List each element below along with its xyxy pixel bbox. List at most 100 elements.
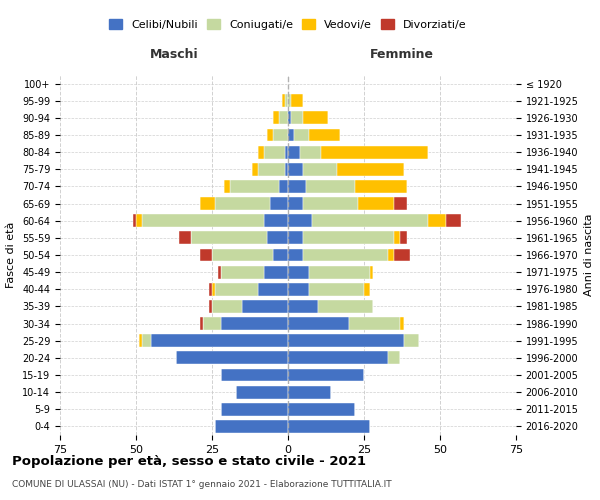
Bar (388, 248, 394, 262)
Bar (215, 197, 270, 210)
Bar (212, 283, 215, 296)
Bar (288, 386, 331, 398)
Bar (251, 163, 257, 175)
Bar (294, 128, 309, 141)
Bar (209, 283, 212, 296)
Bar (288, 94, 291, 107)
Bar (263, 214, 288, 227)
Bar (176, 352, 288, 364)
Bar (288, 146, 300, 158)
Bar (288, 420, 370, 433)
Bar (404, 334, 419, 347)
Y-axis label: Anni di nascita: Anni di nascita (584, 214, 594, 296)
Bar (218, 266, 221, 278)
Bar (309, 283, 364, 296)
Bar (288, 368, 364, 382)
Bar (257, 163, 285, 175)
Bar (282, 94, 285, 107)
Bar (236, 386, 288, 398)
Bar (288, 128, 294, 141)
Bar (394, 248, 410, 262)
Bar (279, 112, 288, 124)
Bar (319, 300, 373, 313)
Bar (309, 266, 370, 278)
Bar (288, 300, 319, 313)
Bar (242, 300, 288, 313)
Bar (203, 317, 221, 330)
Legend: Celibi/Nubili, Coniugati/e, Vedovi/e, Divorziati/e: Celibi/Nubili, Coniugati/e, Vedovi/e, Di… (106, 16, 470, 33)
Bar (322, 146, 428, 158)
Bar (191, 232, 267, 244)
Bar (279, 180, 288, 193)
Bar (288, 283, 309, 296)
Bar (257, 283, 288, 296)
Bar (230, 180, 279, 193)
Bar (291, 112, 303, 124)
Bar (288, 214, 313, 227)
Bar (212, 248, 273, 262)
Bar (209, 300, 212, 313)
Bar (394, 197, 407, 210)
Bar (313, 214, 428, 227)
Bar (288, 163, 303, 175)
Bar (288, 317, 349, 330)
Bar (428, 214, 446, 227)
Bar (221, 403, 288, 415)
Bar (446, 214, 461, 227)
Text: Popolazione per età, sesso e stato civile - 2021: Popolazione per età, sesso e stato civil… (12, 455, 366, 468)
Bar (212, 300, 242, 313)
Bar (358, 197, 394, 210)
Bar (215, 283, 257, 296)
Bar (221, 368, 288, 382)
Bar (215, 420, 288, 433)
Bar (288, 248, 303, 262)
Bar (285, 146, 288, 158)
Bar (303, 248, 388, 262)
Bar (200, 248, 212, 262)
Bar (288, 266, 309, 278)
Bar (303, 112, 328, 124)
Bar (221, 266, 263, 278)
Bar (288, 180, 306, 193)
Bar (288, 112, 291, 124)
Bar (303, 197, 358, 210)
Bar (388, 352, 400, 364)
Bar (151, 334, 288, 347)
Bar (400, 317, 404, 330)
Bar (337, 163, 404, 175)
Bar (200, 197, 215, 210)
Bar (221, 317, 288, 330)
Bar (263, 266, 288, 278)
Text: COMUNE DI ULASSAI (NU) - Dati ISTAT 1° gennaio 2021 - Elaborazione TUTTITALIA.IT: COMUNE DI ULASSAI (NU) - Dati ISTAT 1° g… (12, 480, 392, 489)
Bar (288, 403, 355, 415)
Bar (285, 94, 288, 107)
Bar (355, 180, 407, 193)
Bar (142, 214, 263, 227)
Bar (400, 232, 407, 244)
Bar (291, 94, 303, 107)
Bar (200, 317, 203, 330)
Bar (139, 334, 142, 347)
Bar (267, 128, 273, 141)
Bar (309, 128, 340, 141)
Bar (303, 163, 337, 175)
Bar (303, 232, 394, 244)
Bar (288, 352, 388, 364)
Bar (133, 214, 136, 227)
Bar (364, 283, 370, 296)
Bar (136, 214, 142, 227)
Bar (288, 197, 303, 210)
Y-axis label: Fasce di età: Fasce di età (7, 222, 16, 288)
Bar (394, 232, 400, 244)
Bar (257, 146, 263, 158)
Bar (349, 317, 400, 330)
Bar (263, 146, 285, 158)
Text: Maschi: Maschi (149, 48, 199, 62)
Bar (288, 334, 404, 347)
Text: Femmine: Femmine (370, 48, 434, 62)
Bar (142, 334, 151, 347)
Bar (224, 180, 230, 193)
Bar (273, 248, 288, 262)
Bar (288, 232, 303, 244)
Bar (270, 197, 288, 210)
